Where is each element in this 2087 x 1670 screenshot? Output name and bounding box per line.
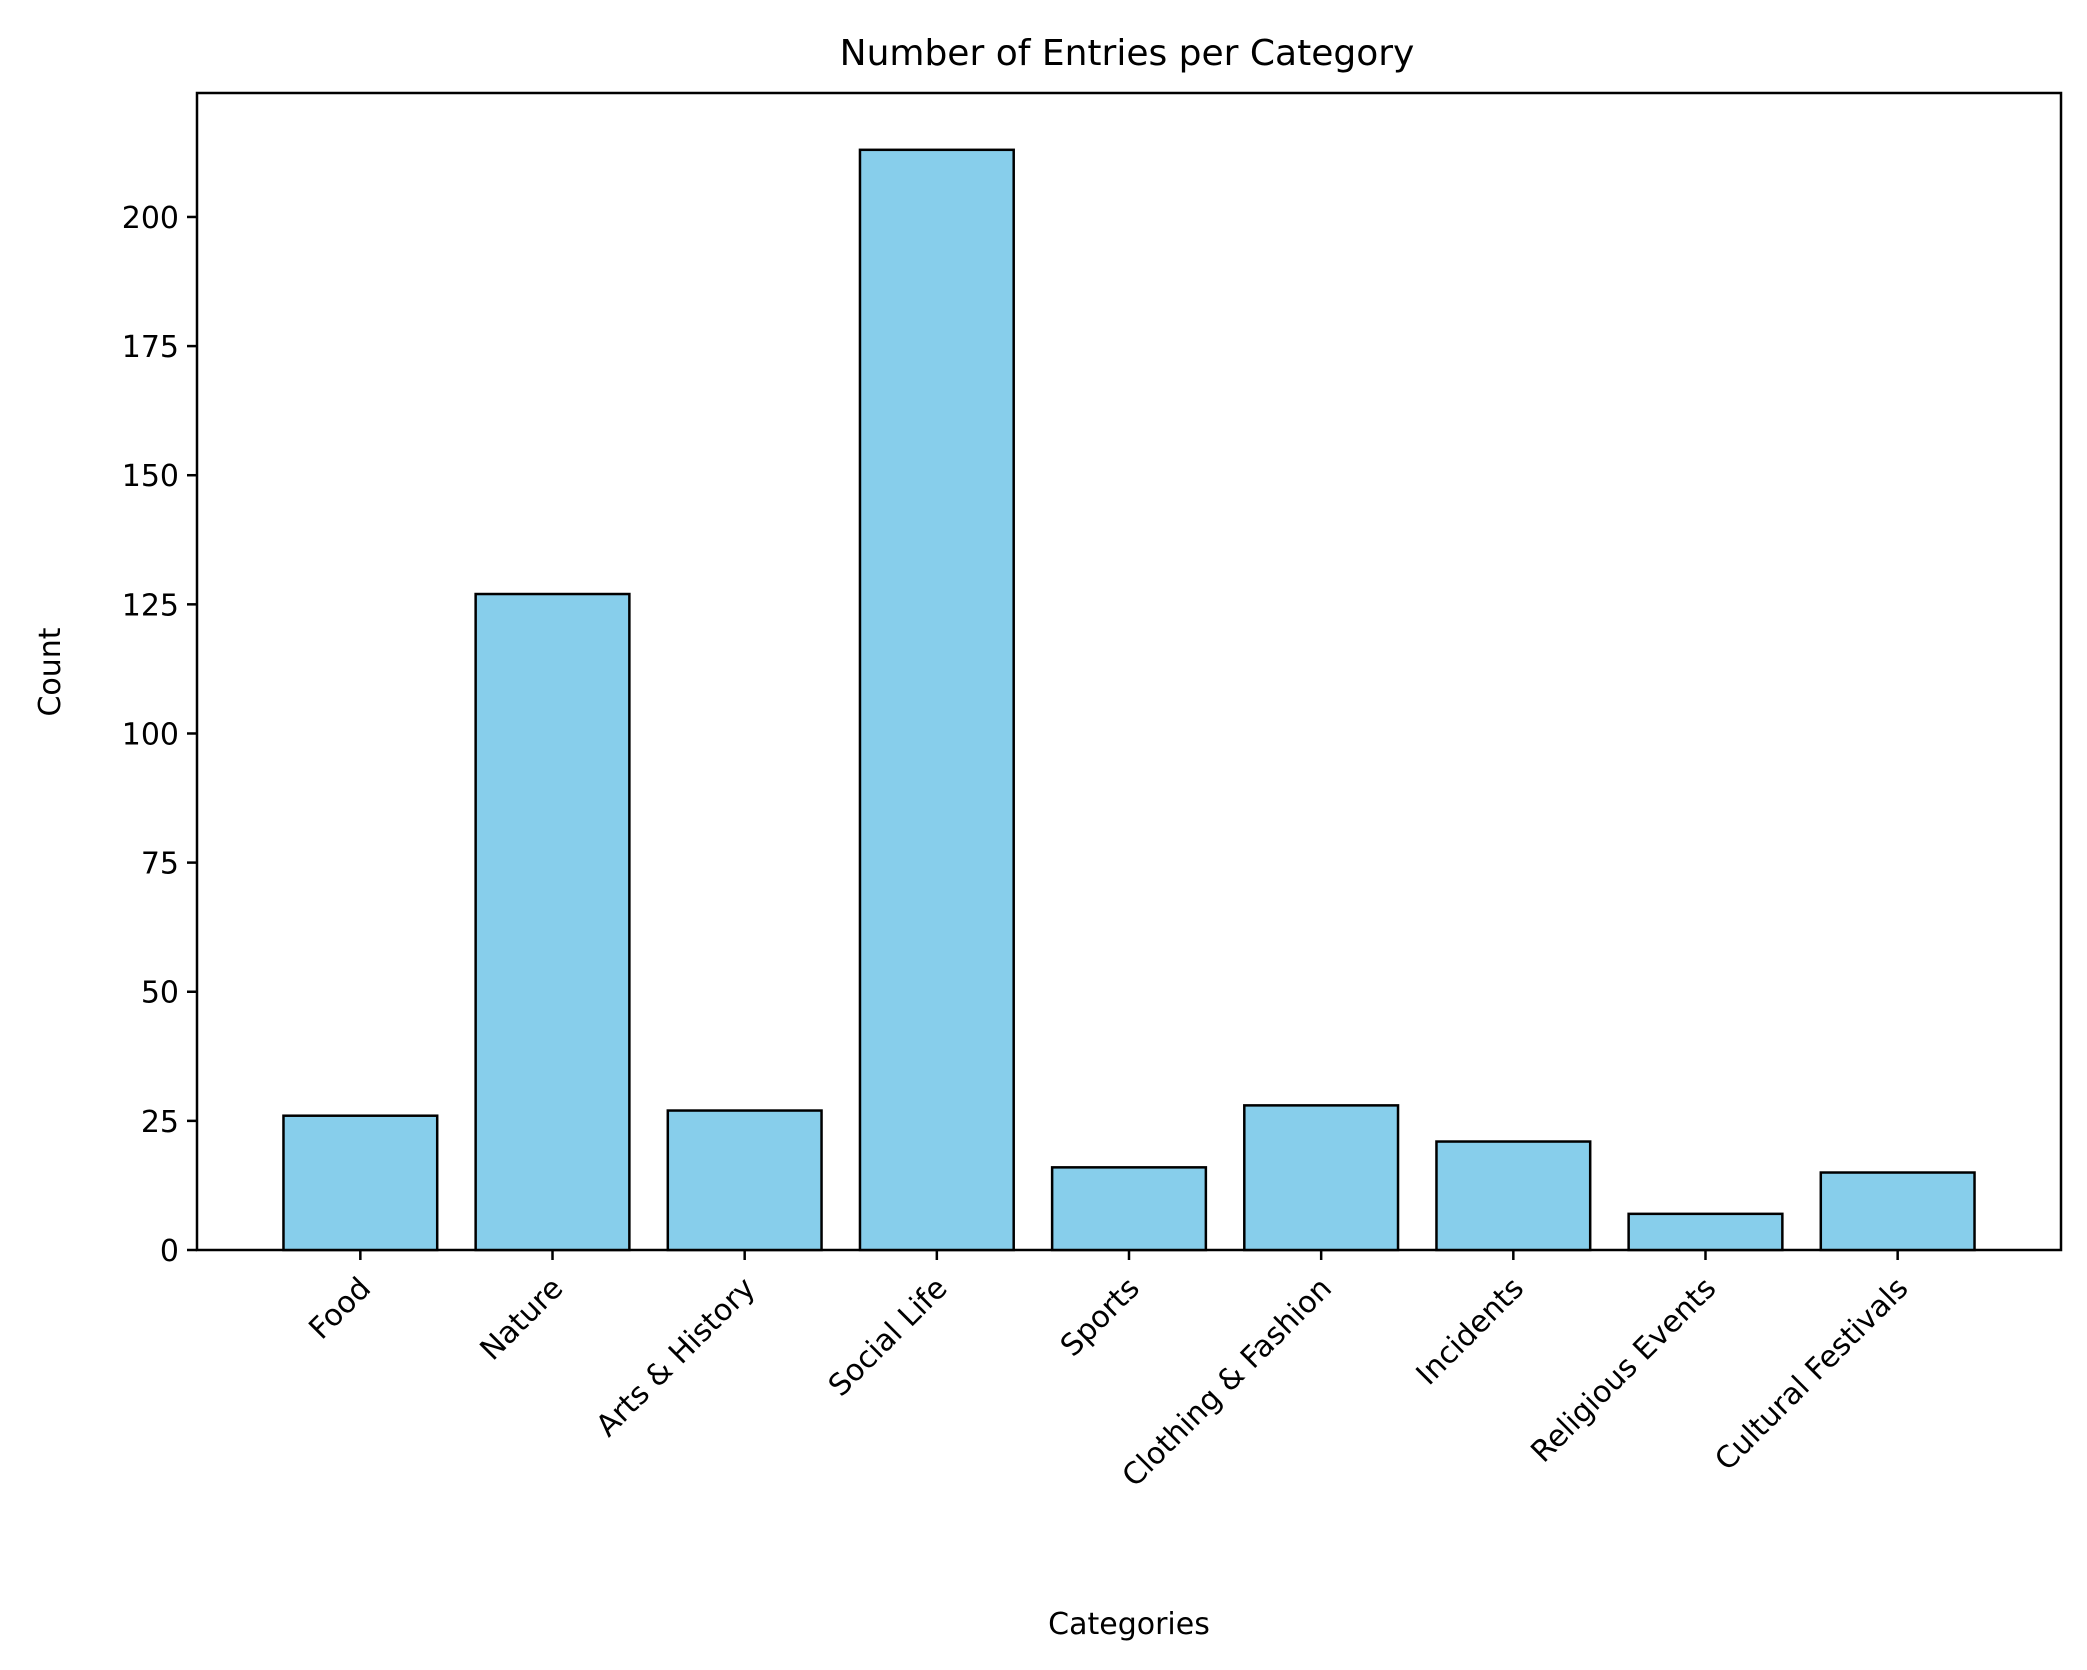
x-axis-label: Categories — [1048, 1607, 1210, 1642]
bar-cultural-festivals — [1819, 1171, 1976, 1252]
y-tick-label: 75 — [141, 847, 179, 882]
y-tick-label: 150 — [122, 459, 179, 494]
x-axis-ticks: Food Nature Arts & History Social Life Sport… — [302, 1250, 1915, 1494]
y-tick-label: 175 — [122, 330, 179, 365]
y-tick-label: 50 — [141, 976, 179, 1011]
bar-food — [282, 1114, 439, 1252]
x-tick-label: Food — [302, 1271, 378, 1347]
bar-sports — [1050, 1166, 1208, 1252]
x-tick-label: Arts & History — [589, 1271, 762, 1444]
y-axis-label: Count — [33, 627, 68, 716]
x-tick-label: Nature — [473, 1271, 570, 1368]
x-tick-label: Cultural Festivals — [1708, 1271, 1915, 1478]
x-tick-label: Clothing & Fashion — [1116, 1271, 1339, 1494]
y-tick-label: 0 — [160, 1234, 179, 1269]
plot-area: 0 25 50 75 100 125 150 175 200 Food Nature Arts & … — [122, 91, 2063, 1494]
bar-nature — [474, 592, 631, 1252]
x-tick-label: Incidents — [1410, 1271, 1531, 1392]
bar-group — [282, 148, 1976, 1252]
y-tick-label: 200 — [122, 201, 179, 236]
y-tick-label: 100 — [122, 717, 179, 752]
y-tick-label: 25 — [141, 1105, 179, 1140]
chart-title: Number of Entries per Category — [840, 33, 1415, 74]
bar-religious-events — [1627, 1212, 1784, 1252]
x-tick-label: Social Life — [822, 1271, 955, 1404]
x-tick-label: Religious Events — [1524, 1271, 1723, 1470]
bar-social-life — [858, 148, 1015, 1252]
y-axis-ticks: 0 25 50 75 100 125 150 175 200 — [122, 201, 197, 1269]
bar-incidents — [1435, 1140, 1592, 1252]
bar-clothing-fashion — [1243, 1104, 1400, 1252]
bar-arts-history — [666, 1109, 823, 1252]
y-tick-label: 125 — [122, 588, 179, 623]
x-tick-label: Sports — [1054, 1271, 1147, 1364]
